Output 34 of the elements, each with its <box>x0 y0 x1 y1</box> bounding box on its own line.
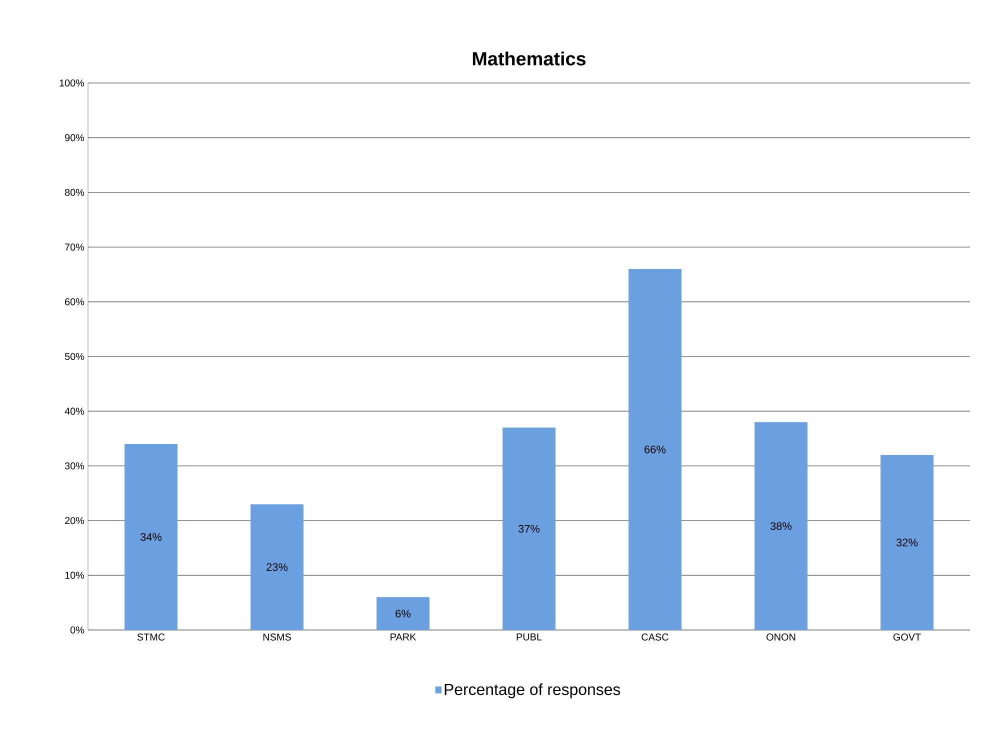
y-tick-label: 90% <box>65 134 84 142</box>
data-label: 23% <box>266 563 288 571</box>
chart-title: Mathematics <box>472 52 586 66</box>
y-tick-label: 70% <box>65 244 84 251</box>
y-tick-label: 0% <box>70 626 84 634</box>
bar <box>124 444 178 630</box>
x-tick-label: PUBL <box>516 634 542 640</box>
bar <box>502 428 556 630</box>
y-tick-label: 50% <box>64 352 84 360</box>
bar <box>754 422 808 630</box>
data-label: 32% <box>896 538 918 546</box>
data-label: 6% <box>396 610 411 618</box>
y-tick-label: 100% <box>60 79 84 87</box>
x-tick-label: PARK <box>390 634 416 640</box>
y-tick-label: 20% <box>65 517 84 524</box>
bar <box>628 268 682 630</box>
data-label: 38% <box>770 522 792 530</box>
y-tick-label: 10% <box>65 572 84 579</box>
data-label: 37% <box>518 524 540 533</box>
y-tick-label: 60% <box>65 298 84 306</box>
x-tick-label: CASC <box>642 634 668 641</box>
legend-label: Percentage of responses <box>444 683 620 698</box>
y-tick-label: 30% <box>64 462 84 470</box>
bar <box>880 454 934 630</box>
data-label: 66% <box>644 446 666 454</box>
x-tick-label: GOVT <box>893 634 921 641</box>
data-label: 34% <box>140 533 162 541</box>
x-tick-label: NSMS <box>263 634 291 641</box>
x-tick-label: STMC <box>137 634 165 641</box>
y-tick-label: 40% <box>64 408 84 415</box>
x-tick-label: ONON <box>766 634 796 641</box>
bar <box>376 597 430 630</box>
bar <box>250 504 304 630</box>
y-tick-label: 80% <box>64 188 84 196</box>
